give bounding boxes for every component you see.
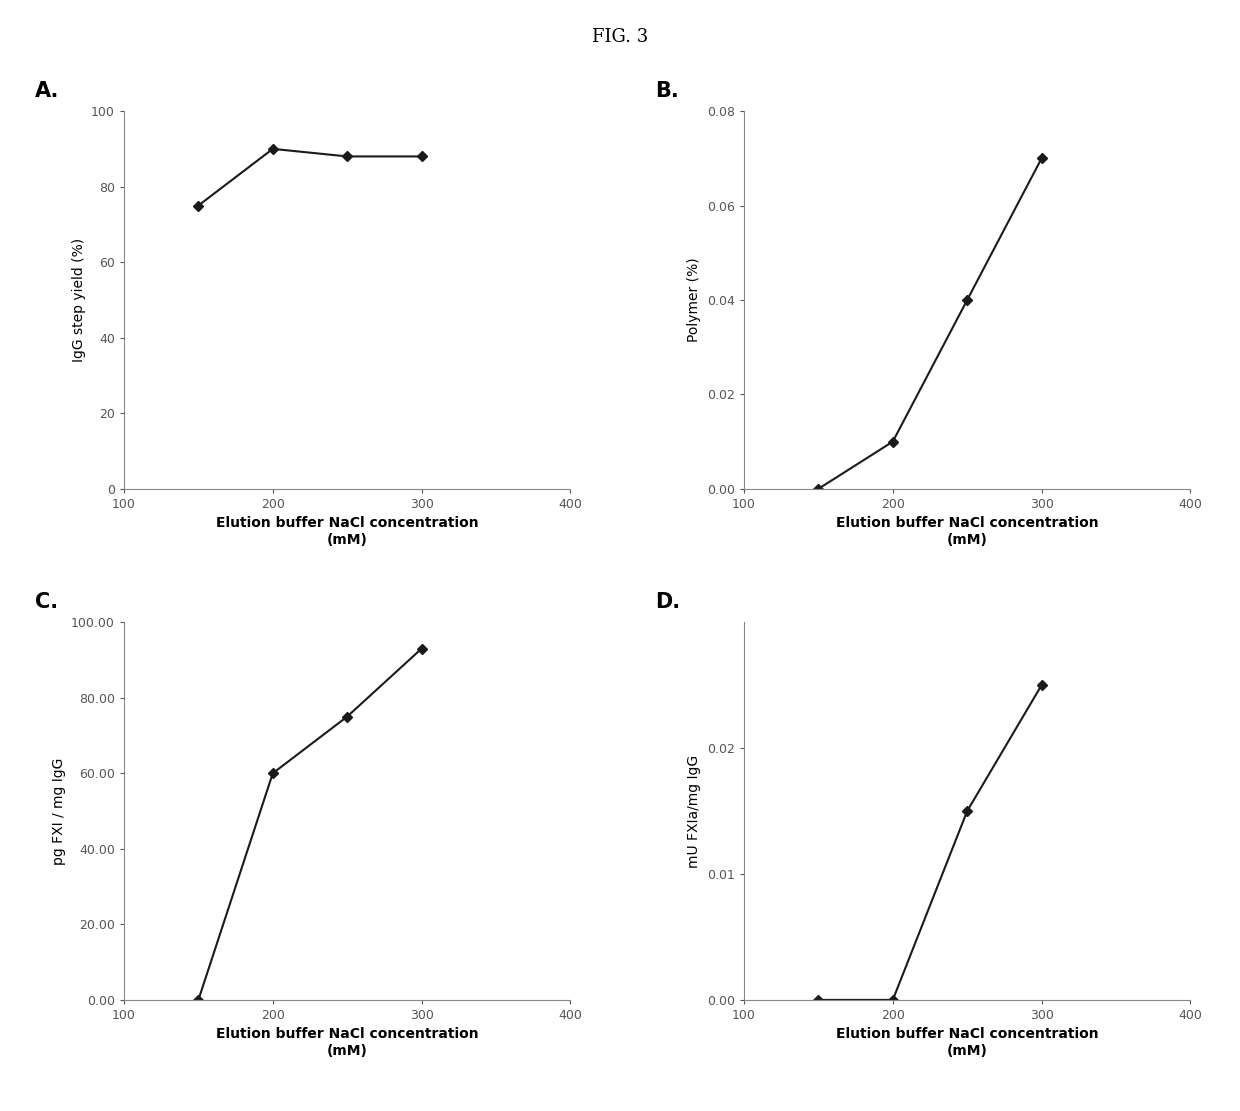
X-axis label: Elution buffer NaCl concentration
(mM): Elution buffer NaCl concentration (mM) (216, 1028, 479, 1058)
X-axis label: Elution buffer NaCl concentration
(mM): Elution buffer NaCl concentration (mM) (836, 1028, 1099, 1058)
X-axis label: Elution buffer NaCl concentration
(mM): Elution buffer NaCl concentration (mM) (836, 517, 1099, 547)
Y-axis label: pg FXI / mg IgG: pg FXI / mg IgG (52, 758, 66, 864)
Y-axis label: mU FXIa/mg IgG: mU FXIa/mg IgG (687, 754, 702, 868)
Text: A.: A. (35, 81, 60, 101)
Text: D.: D. (655, 592, 680, 612)
Y-axis label: Polymer (%): Polymer (%) (687, 258, 702, 342)
X-axis label: Elution buffer NaCl concentration
(mM): Elution buffer NaCl concentration (mM) (216, 517, 479, 547)
Text: B.: B. (655, 81, 678, 101)
Text: FIG. 3: FIG. 3 (591, 28, 649, 46)
Y-axis label: IgG step yield (%): IgG step yield (%) (72, 238, 86, 362)
Text: C.: C. (35, 592, 58, 612)
